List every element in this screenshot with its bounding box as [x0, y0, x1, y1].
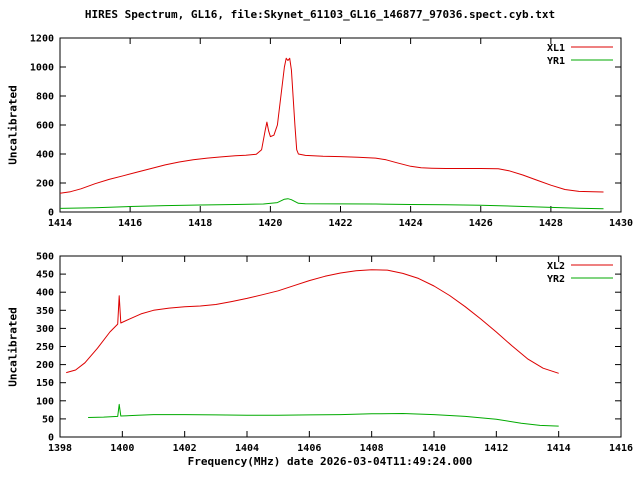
y-tick-label: 800 — [36, 92, 54, 103]
x-tick-label: 1428 — [539, 218, 563, 229]
x-tick-label: 1424 — [399, 218, 423, 229]
legend-label-YR1: YR1 — [547, 56, 565, 67]
y-tick-label: 150 — [36, 378, 54, 389]
series-XL1-line — [59, 57, 604, 194]
panel-1: 1414 1416 1418 1420 1422 1424 1426 1428 1430 0 200… — [30, 34, 633, 230]
series-XL2-line — [66, 269, 559, 374]
x-axis-label: Frequency(MHz) date 2026-03-04T11:49:24.… — [187, 455, 473, 468]
y-tick-label: 100 — [36, 396, 54, 407]
y-tick-label: 1200 — [30, 34, 54, 45]
y-tick-label: 250 — [36, 342, 54, 353]
plot-border — [59, 37, 622, 213]
plot-border — [59, 255, 622, 438]
y-tick-label: 200 — [36, 179, 54, 190]
y-tick-label: 600 — [36, 121, 54, 132]
x-tick-label: 1416 — [609, 443, 633, 454]
legend-label-YR2: YR2 — [547, 274, 565, 285]
legend-label-XL1: XL1 — [547, 43, 565, 54]
y-tick-label: 400 — [36, 288, 54, 299]
series-YR1-line — [59, 198, 604, 210]
y-tick-label: 1000 — [30, 63, 54, 74]
y-tick-label: 350 — [36, 306, 54, 317]
chart-title: HIRES Spectrum, GL16, file:Skynet_61103_… — [84, 8, 556, 21]
x-tick-label: 1414 — [48, 218, 72, 229]
x-tick-label: 1400 — [110, 443, 134, 454]
x-tick-label: 1412 — [484, 443, 508, 454]
y-axis-label-top: Uncalibrated — [6, 85, 20, 165]
x-tick-label: 1422 — [328, 218, 352, 229]
y-tick-label: 300 — [36, 324, 54, 335]
x-tick-label: 1426 — [469, 218, 493, 229]
x-tick-label: 1404 — [235, 443, 259, 454]
x-tick-label: 1420 — [258, 218, 282, 229]
x-tick-label: 1402 — [173, 443, 197, 454]
x-tick-label: 1408 — [360, 443, 384, 454]
y-tick-label: 200 — [36, 360, 54, 371]
y-tick-label: 0 — [48, 208, 54, 219]
y-tick-label: 0 — [48, 433, 54, 444]
series-YR2-line — [88, 403, 559, 427]
x-tick-label: 1410 — [422, 443, 446, 454]
panel-2: 1398 1400 1402 1404 1406 1408 1410 1412 1414 1416… — [36, 252, 633, 455]
x-tick-label: 1430 — [609, 218, 633, 229]
x-tick-label: 1414 — [547, 443, 571, 454]
legend-label-XL2: XL2 — [547, 261, 565, 272]
x-tick-label: 1398 — [48, 443, 72, 454]
y-tick-label: 50 — [42, 414, 54, 425]
x-tick-label: 1418 — [188, 218, 212, 229]
x-tick-label: 1406 — [297, 443, 321, 454]
y-tick-label: 400 — [36, 150, 54, 161]
y-axis-label-bottom: Uncalibrated — [6, 307, 20, 387]
y-tick-label: 500 — [36, 252, 54, 263]
y-tick-label: 450 — [36, 270, 54, 281]
x-tick-label: 1416 — [118, 218, 142, 229]
